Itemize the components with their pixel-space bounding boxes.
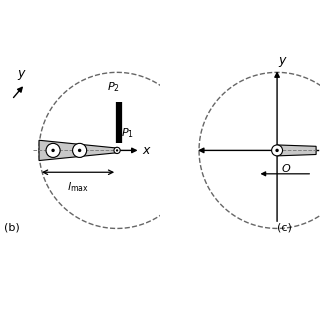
Polygon shape (39, 140, 117, 161)
Text: $P_1$: $P_1$ (121, 126, 134, 140)
Circle shape (275, 149, 279, 152)
Text: $x$: $x$ (142, 144, 152, 157)
Circle shape (272, 145, 283, 156)
Text: $l_{\rm max}$: $l_{\rm max}$ (67, 180, 89, 194)
Text: (c): (c) (277, 222, 292, 232)
Text: $y$: $y$ (278, 55, 287, 69)
Text: $y$: $y$ (17, 68, 27, 82)
Circle shape (114, 147, 120, 154)
Text: $P_2$: $P_2$ (107, 80, 120, 94)
Circle shape (51, 149, 55, 152)
Circle shape (73, 143, 87, 157)
Circle shape (78, 149, 81, 152)
Text: (b): (b) (4, 222, 20, 232)
Text: $O$: $O$ (281, 162, 292, 174)
Circle shape (46, 143, 60, 157)
Circle shape (116, 149, 118, 152)
Polygon shape (277, 145, 316, 156)
